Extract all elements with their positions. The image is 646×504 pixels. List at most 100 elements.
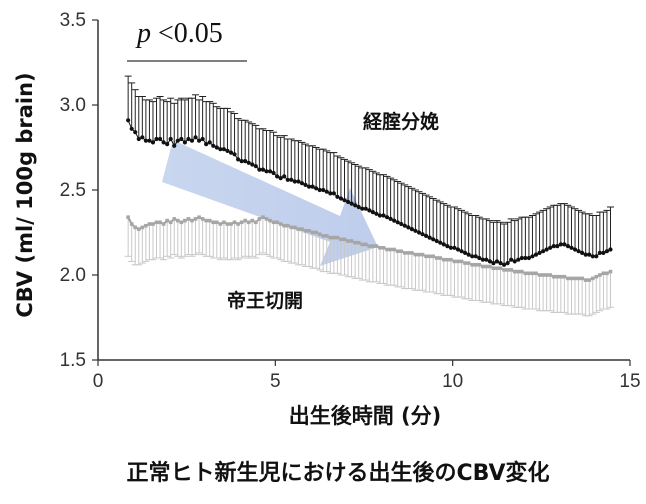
data-point — [569, 245, 574, 250]
data-point — [594, 274, 599, 279]
data-point — [278, 176, 283, 181]
data-point — [193, 135, 198, 140]
data-point — [523, 255, 528, 261]
y-tick-label-0: 1.5 — [60, 350, 86, 371]
data-point — [179, 220, 184, 225]
data-point — [452, 245, 457, 250]
data-point — [250, 162, 255, 167]
x-tick-label-0: 0 — [93, 371, 104, 392]
data-point — [186, 136, 191, 142]
data-point — [388, 216, 393, 221]
data-point — [257, 217, 262, 221]
data-point — [158, 220, 162, 225]
x-axis-title: 出生後時間 (分) — [289, 404, 442, 428]
data-point — [558, 242, 563, 247]
data-point — [321, 234, 326, 238]
data-point — [587, 252, 592, 257]
data-point — [300, 227, 304, 231]
data-point — [495, 266, 499, 270]
data-point — [335, 194, 340, 199]
data-point — [385, 247, 389, 252]
data-point — [264, 169, 269, 174]
data-point — [150, 140, 156, 145]
data-point — [345, 199, 351, 204]
data-point — [282, 223, 286, 228]
data-point — [331, 191, 336, 196]
data-point — [572, 247, 578, 252]
data-point — [576, 276, 581, 281]
data-point — [140, 225, 145, 230]
data-point — [541, 249, 546, 254]
x-tick-label-3: 15 — [619, 371, 640, 392]
data-point — [307, 229, 311, 233]
data-point — [222, 220, 226, 225]
data-point — [427, 254, 432, 259]
data-point — [598, 273, 602, 277]
data-point — [299, 181, 305, 186]
plot-area — [124, 75, 614, 317]
data-point — [534, 271, 538, 276]
y-tick-label-3: 3.0 — [60, 95, 86, 116]
data-point — [523, 271, 528, 276]
data-point — [200, 136, 205, 142]
data-point — [246, 220, 251, 225]
data-point — [342, 198, 347, 203]
data-point — [512, 269, 517, 274]
data-point — [271, 170, 276, 176]
data-point — [580, 250, 585, 255]
data-point — [423, 233, 429, 238]
data-point — [434, 256, 439, 260]
data-point — [335, 235, 340, 240]
data-point — [253, 164, 258, 169]
data-point — [232, 152, 237, 157]
y-tick-label-4: 3.5 — [60, 10, 86, 31]
data-point — [605, 271, 609, 276]
data-point — [328, 235, 333, 240]
data-point — [565, 244, 571, 249]
data-point — [193, 217, 198, 221]
data-point — [502, 268, 506, 272]
data-point — [384, 215, 390, 220]
data-point — [494, 259, 500, 264]
data-point — [445, 244, 450, 249]
data-point — [157, 136, 163, 142]
data-point — [285, 223, 290, 228]
data-point — [551, 274, 556, 279]
data-point — [406, 225, 411, 230]
data-point — [268, 218, 272, 223]
series-0 — [124, 75, 614, 267]
data-point — [395, 220, 400, 225]
data-point — [360, 242, 365, 247]
data-point — [541, 273, 545, 277]
data-point — [186, 217, 191, 221]
data-point — [143, 138, 148, 143]
data-point — [434, 238, 439, 244]
data-point — [363, 206, 368, 211]
data-point — [275, 220, 279, 225]
data-point — [232, 220, 237, 225]
data-point — [533, 252, 539, 257]
data-point — [154, 220, 159, 225]
data-point — [172, 143, 177, 148]
data-point — [559, 274, 563, 279]
p-value-threshold: <0.05 — [151, 18, 223, 49]
data-point — [289, 177, 294, 182]
data-point — [126, 215, 130, 219]
data-point — [431, 237, 436, 242]
data-point — [349, 239, 354, 243]
data-point — [509, 257, 514, 262]
data-point — [427, 235, 432, 240]
data-point — [438, 256, 443, 260]
data-point — [176, 218, 180, 223]
p-value-label: p <0.05 — [135, 18, 223, 49]
data-point — [548, 245, 553, 250]
significance-annotation: p <0.05 — [127, 18, 247, 62]
data-point — [129, 126, 134, 131]
data-point — [218, 147, 223, 152]
data-point — [498, 261, 503, 266]
data-point — [413, 252, 418, 257]
data-point — [136, 136, 141, 142]
data-point — [484, 257, 489, 262]
data-point — [317, 187, 322, 193]
data-point — [431, 254, 435, 259]
